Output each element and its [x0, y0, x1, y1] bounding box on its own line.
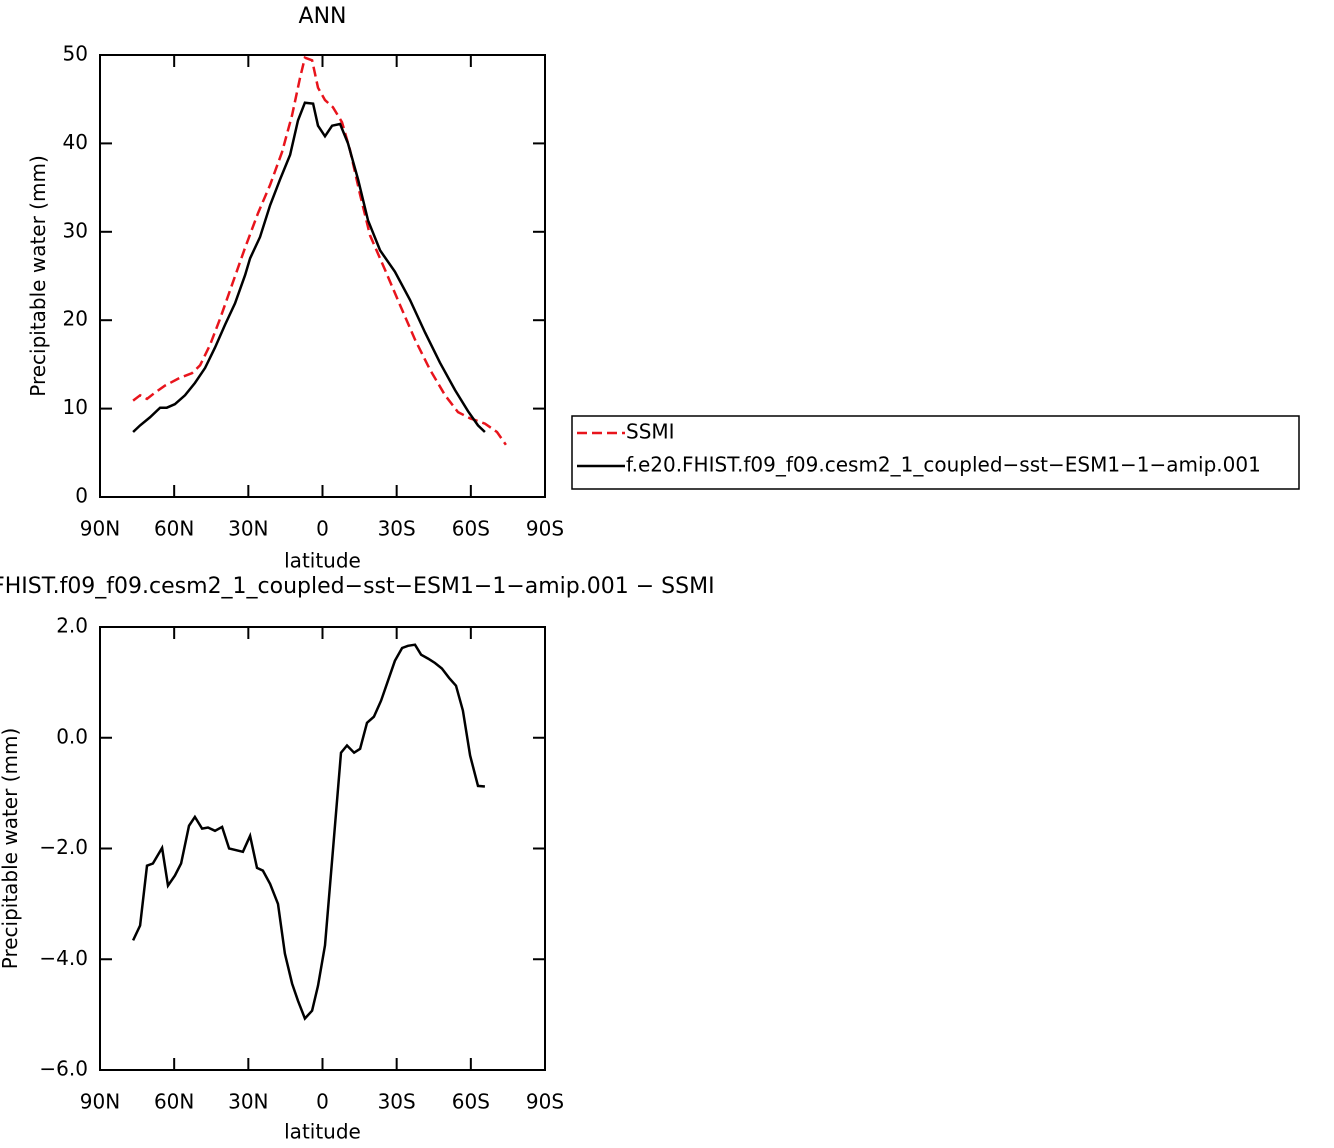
y-tick-label: 10 [63, 395, 88, 419]
x-tick-label: 60S [452, 1090, 490, 1114]
x-tick-label: 30S [378, 517, 416, 541]
y-tick-label: 40 [63, 130, 88, 154]
legend-label: f.e20.FHIST.f09_f09.cesm2_1_coupled−sst−… [626, 453, 1261, 477]
x-tick-label: 60S [452, 517, 490, 541]
x-tick-label: 30S [378, 1090, 416, 1114]
y-tick-label: 30 [63, 218, 88, 242]
x-tick-label: 90S [526, 1090, 564, 1114]
x-tick-label: 30N [228, 517, 268, 541]
data-line [131, 643, 486, 1021]
y-tick-label: −2.0 [39, 835, 88, 859]
chart-title: ANN [299, 4, 347, 29]
x-tick-label: 90N [80, 1090, 120, 1114]
data-line [132, 101, 486, 433]
x-tick-label: 0 [316, 1090, 329, 1114]
legend-label: SSMI [626, 420, 675, 444]
data-line [132, 56, 507, 446]
y-tick-label: −6.0 [39, 1057, 88, 1081]
x-tick-label: 60N [154, 517, 194, 541]
chart-title: f.e20.FHIST.f09_f09.cesm2_1_coupled−sst−… [0, 574, 715, 599]
x-axis-title: latitude [284, 549, 361, 573]
y-tick-label: 2.0 [56, 614, 88, 638]
x-tick-label: 90S [526, 517, 564, 541]
x-axis-title: latitude [284, 1120, 361, 1144]
x-tick-label: 60N [154, 1090, 194, 1114]
y-tick-label: −4.0 [39, 946, 88, 970]
y-axis-title: Precipitable water (mm) [26, 155, 50, 397]
x-tick-label: 90N [80, 517, 120, 541]
y-tick-label: 0 [75, 484, 88, 508]
x-tick-label: 30N [228, 1090, 268, 1114]
y-tick-label: 0.0 [56, 724, 88, 748]
y-tick-label: 50 [63, 42, 88, 66]
y-tick-label: 20 [63, 307, 88, 331]
y-axis-title: Precipitable water (mm) [0, 728, 22, 970]
legend-box [571, 415, 1300, 490]
plot-frame [99, 626, 546, 1071]
x-tick-label: 0 [316, 517, 329, 541]
plot-frame [99, 54, 546, 498]
